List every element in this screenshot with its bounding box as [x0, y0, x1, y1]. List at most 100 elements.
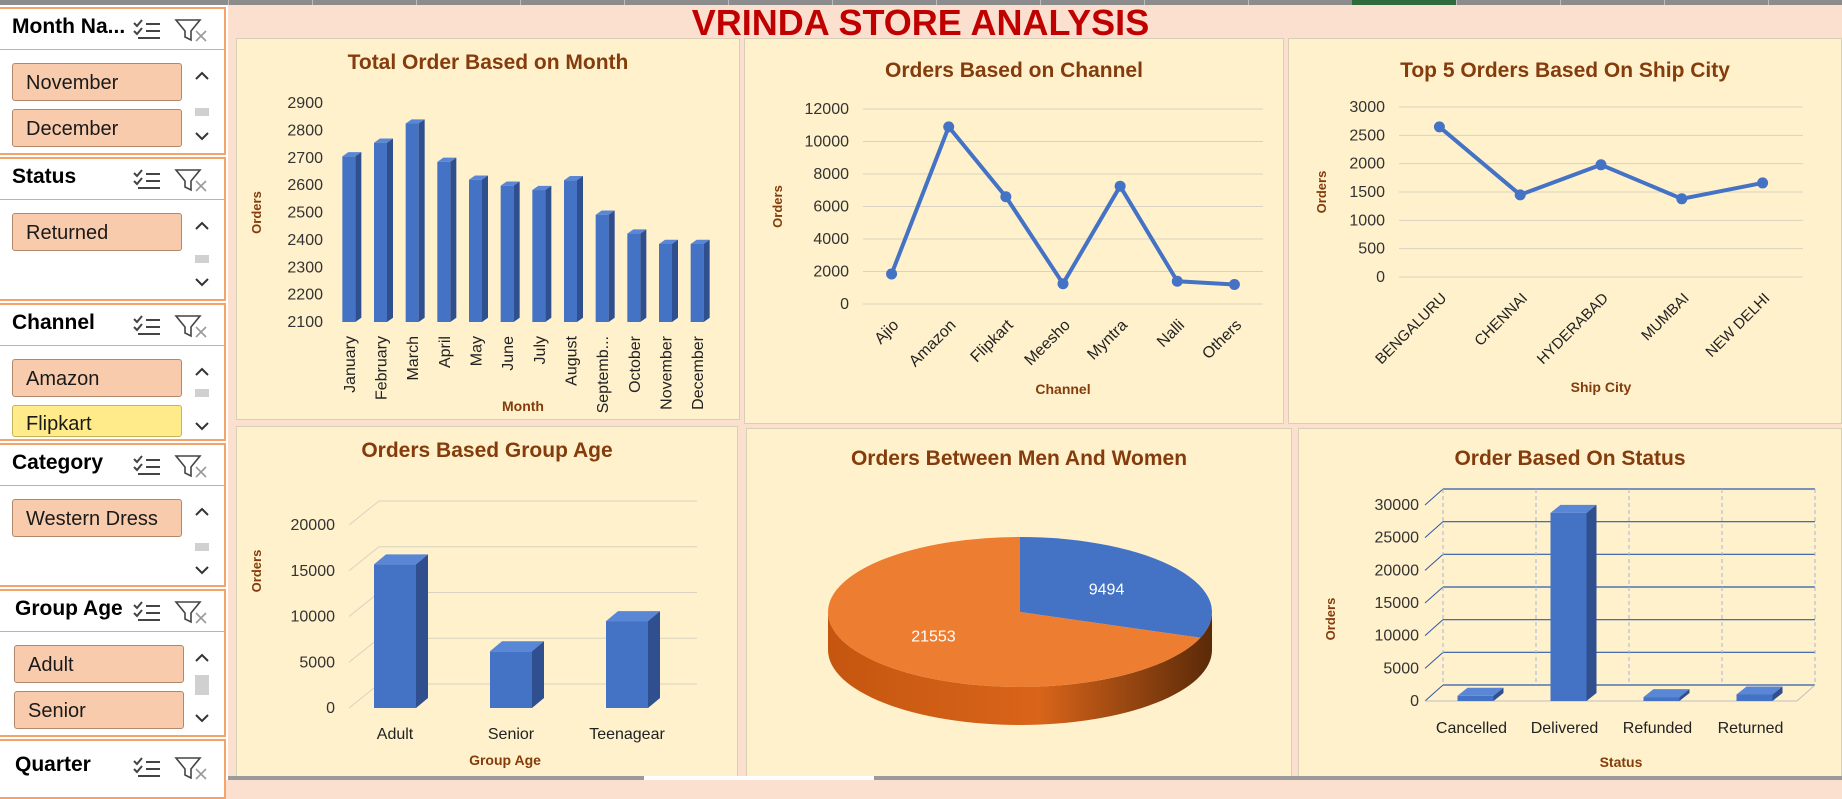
slicer-item-western-dress[interactable]: Western Dress [12, 499, 182, 537]
slicer-scrollbar[interactable] [190, 499, 214, 583]
chart-panel-channel: Orders Based on Channel 0 2000 4000 6000 800… [744, 38, 1284, 424]
x-tick-label: March [405, 336, 422, 380]
bar-side [355, 152, 362, 322]
bar [532, 190, 546, 322]
y-tick-label: 12000 [805, 101, 850, 118]
chart-city: 0 500 1000 1500 2000 2500 3000 BENGALURU CHENNAI… [1314, 99, 1803, 395]
y-tick-label: 5000 [299, 654, 335, 671]
bar-side [608, 210, 615, 322]
slicer-item-december[interactable]: December [12, 109, 182, 147]
slicer-scrollbar[interactable] [190, 645, 214, 731]
x-tick-label: June [500, 336, 517, 371]
multi-select-icon[interactable] [130, 313, 210, 339]
y-tick-label: 30000 [1375, 497, 1420, 514]
slicer-status[interactable]: Status Returned [0, 157, 226, 301]
bar-top [690, 239, 710, 244]
data-point [1514, 189, 1526, 201]
chart-gender: 9494 21553 [828, 537, 1212, 725]
bar [490, 651, 532, 708]
bottom-scrollbar[interactable] [228, 776, 1842, 780]
gridline [1424, 684, 1444, 702]
slicer-group-age[interactable]: Group Age Adult Senior [0, 589, 226, 737]
slicer-month[interactable]: Month Na... November December [0, 7, 226, 155]
x-axis-title: Ship City [1571, 379, 1632, 395]
chart-status: 0 5000 10000 15000 20000 25000 30000 Cancelled D… [1323, 488, 1816, 770]
bar-top [437, 157, 457, 162]
bar-top [595, 210, 615, 215]
slicer-channel[interactable]: Channel Amazon Flipkart [0, 303, 226, 441]
bar-side [450, 157, 457, 322]
bar [564, 180, 577, 322]
x-tick-label: Amazon [906, 317, 960, 371]
bar [342, 156, 356, 322]
bar-side [640, 229, 647, 322]
x-tick-label: Ajio [872, 317, 903, 348]
y-tick-label: 2100 [287, 314, 323, 331]
bar-side [648, 611, 660, 708]
slicer-item-flipkart[interactable]: Flipkart [12, 405, 182, 437]
bar-top [627, 229, 647, 234]
slicer-item-senior[interactable]: Senior [14, 691, 184, 729]
multi-select-icon[interactable] [130, 599, 210, 625]
x-tick-label: Others [1199, 317, 1245, 363]
bar-top [469, 175, 488, 180]
slicer-item-returned[interactable]: Returned [12, 213, 182, 251]
bar-top [1643, 689, 1690, 698]
multi-select-icon[interactable] [130, 453, 210, 479]
y-tick-label: 5000 [1383, 660, 1419, 677]
data-point [943, 121, 955, 133]
y-axis-title: Orders [1314, 171, 1329, 214]
x-axis-title: Status [1600, 754, 1643, 770]
clear-filter-icon [174, 315, 207, 338]
chart-title: Orders Based Group Age [361, 439, 613, 462]
x-axis-title: Group Age [469, 752, 541, 768]
slicer-scrollbar[interactable] [190, 213, 214, 295]
slicer-item-november[interactable]: November [12, 63, 182, 101]
x-tick-label: Senior [488, 726, 535, 743]
slicer-item-adult[interactable]: Adult [14, 645, 184, 683]
chart-panel-gender: Orders Between Men And Women 9494 21553 [746, 428, 1292, 780]
bar-top [342, 152, 362, 157]
x-tick-label: CHENNAI [1471, 290, 1531, 350]
chart-month: 2100 2200 2300 2400 2500 2600 2700 2800 2900 Janu… [249, 95, 710, 414]
chart-title: Orders Between Men And Women [850, 447, 1188, 470]
bar [469, 179, 482, 322]
bar [374, 564, 416, 708]
data-point [1228, 279, 1240, 290]
y-tick-label: 2200 [287, 287, 323, 304]
slicer-scrollbar[interactable] [190, 359, 214, 439]
multi-select-icon[interactable] [130, 167, 210, 193]
y-tick-label: 2300 [287, 259, 323, 276]
bar [1550, 512, 1587, 701]
bar-side [703, 239, 710, 322]
y-tick-label: 1000 [1349, 212, 1385, 229]
chart-title: Total Order Based on Month [347, 51, 629, 74]
multi-select-icon[interactable] [130, 755, 210, 781]
data-point [1595, 159, 1607, 171]
selected-column-marker [1352, 0, 1456, 5]
top-strip [0, 0, 1842, 5]
slicer-quarter[interactable]: Quarter [0, 739, 226, 799]
chart-panel-city: Top 5 Orders Based On Ship City 0 500 1000… [1288, 38, 1842, 424]
multi-select-icon[interactable] [130, 17, 210, 43]
y-tick-label: 0 [1410, 693, 1419, 710]
y-tick-label: 20000 [291, 517, 336, 534]
bar-top [1550, 504, 1597, 513]
data-point [1171, 275, 1183, 287]
bar-side [513, 181, 520, 322]
bar-top [374, 138, 393, 143]
y-tick-label: 500 [1358, 241, 1385, 258]
bar-side [1772, 686, 1783, 701]
x-tick-label: Flipkart [968, 316, 1018, 366]
x-tick-label: February [374, 336, 391, 400]
y-tick-label: 25000 [1375, 530, 1420, 547]
slicer-item-amazon[interactable]: Amazon [12, 359, 182, 397]
slicer-category[interactable]: Category Western Dress [0, 443, 226, 587]
y-tick-label: 1500 [1349, 184, 1385, 201]
y-tick-label: 2000 [1349, 156, 1385, 173]
data-point [1757, 177, 1769, 189]
x-tick-label: November [659, 335, 676, 409]
bar-side [1493, 687, 1504, 701]
bar-side [418, 119, 425, 322]
slicer-scrollbar[interactable] [190, 63, 214, 149]
